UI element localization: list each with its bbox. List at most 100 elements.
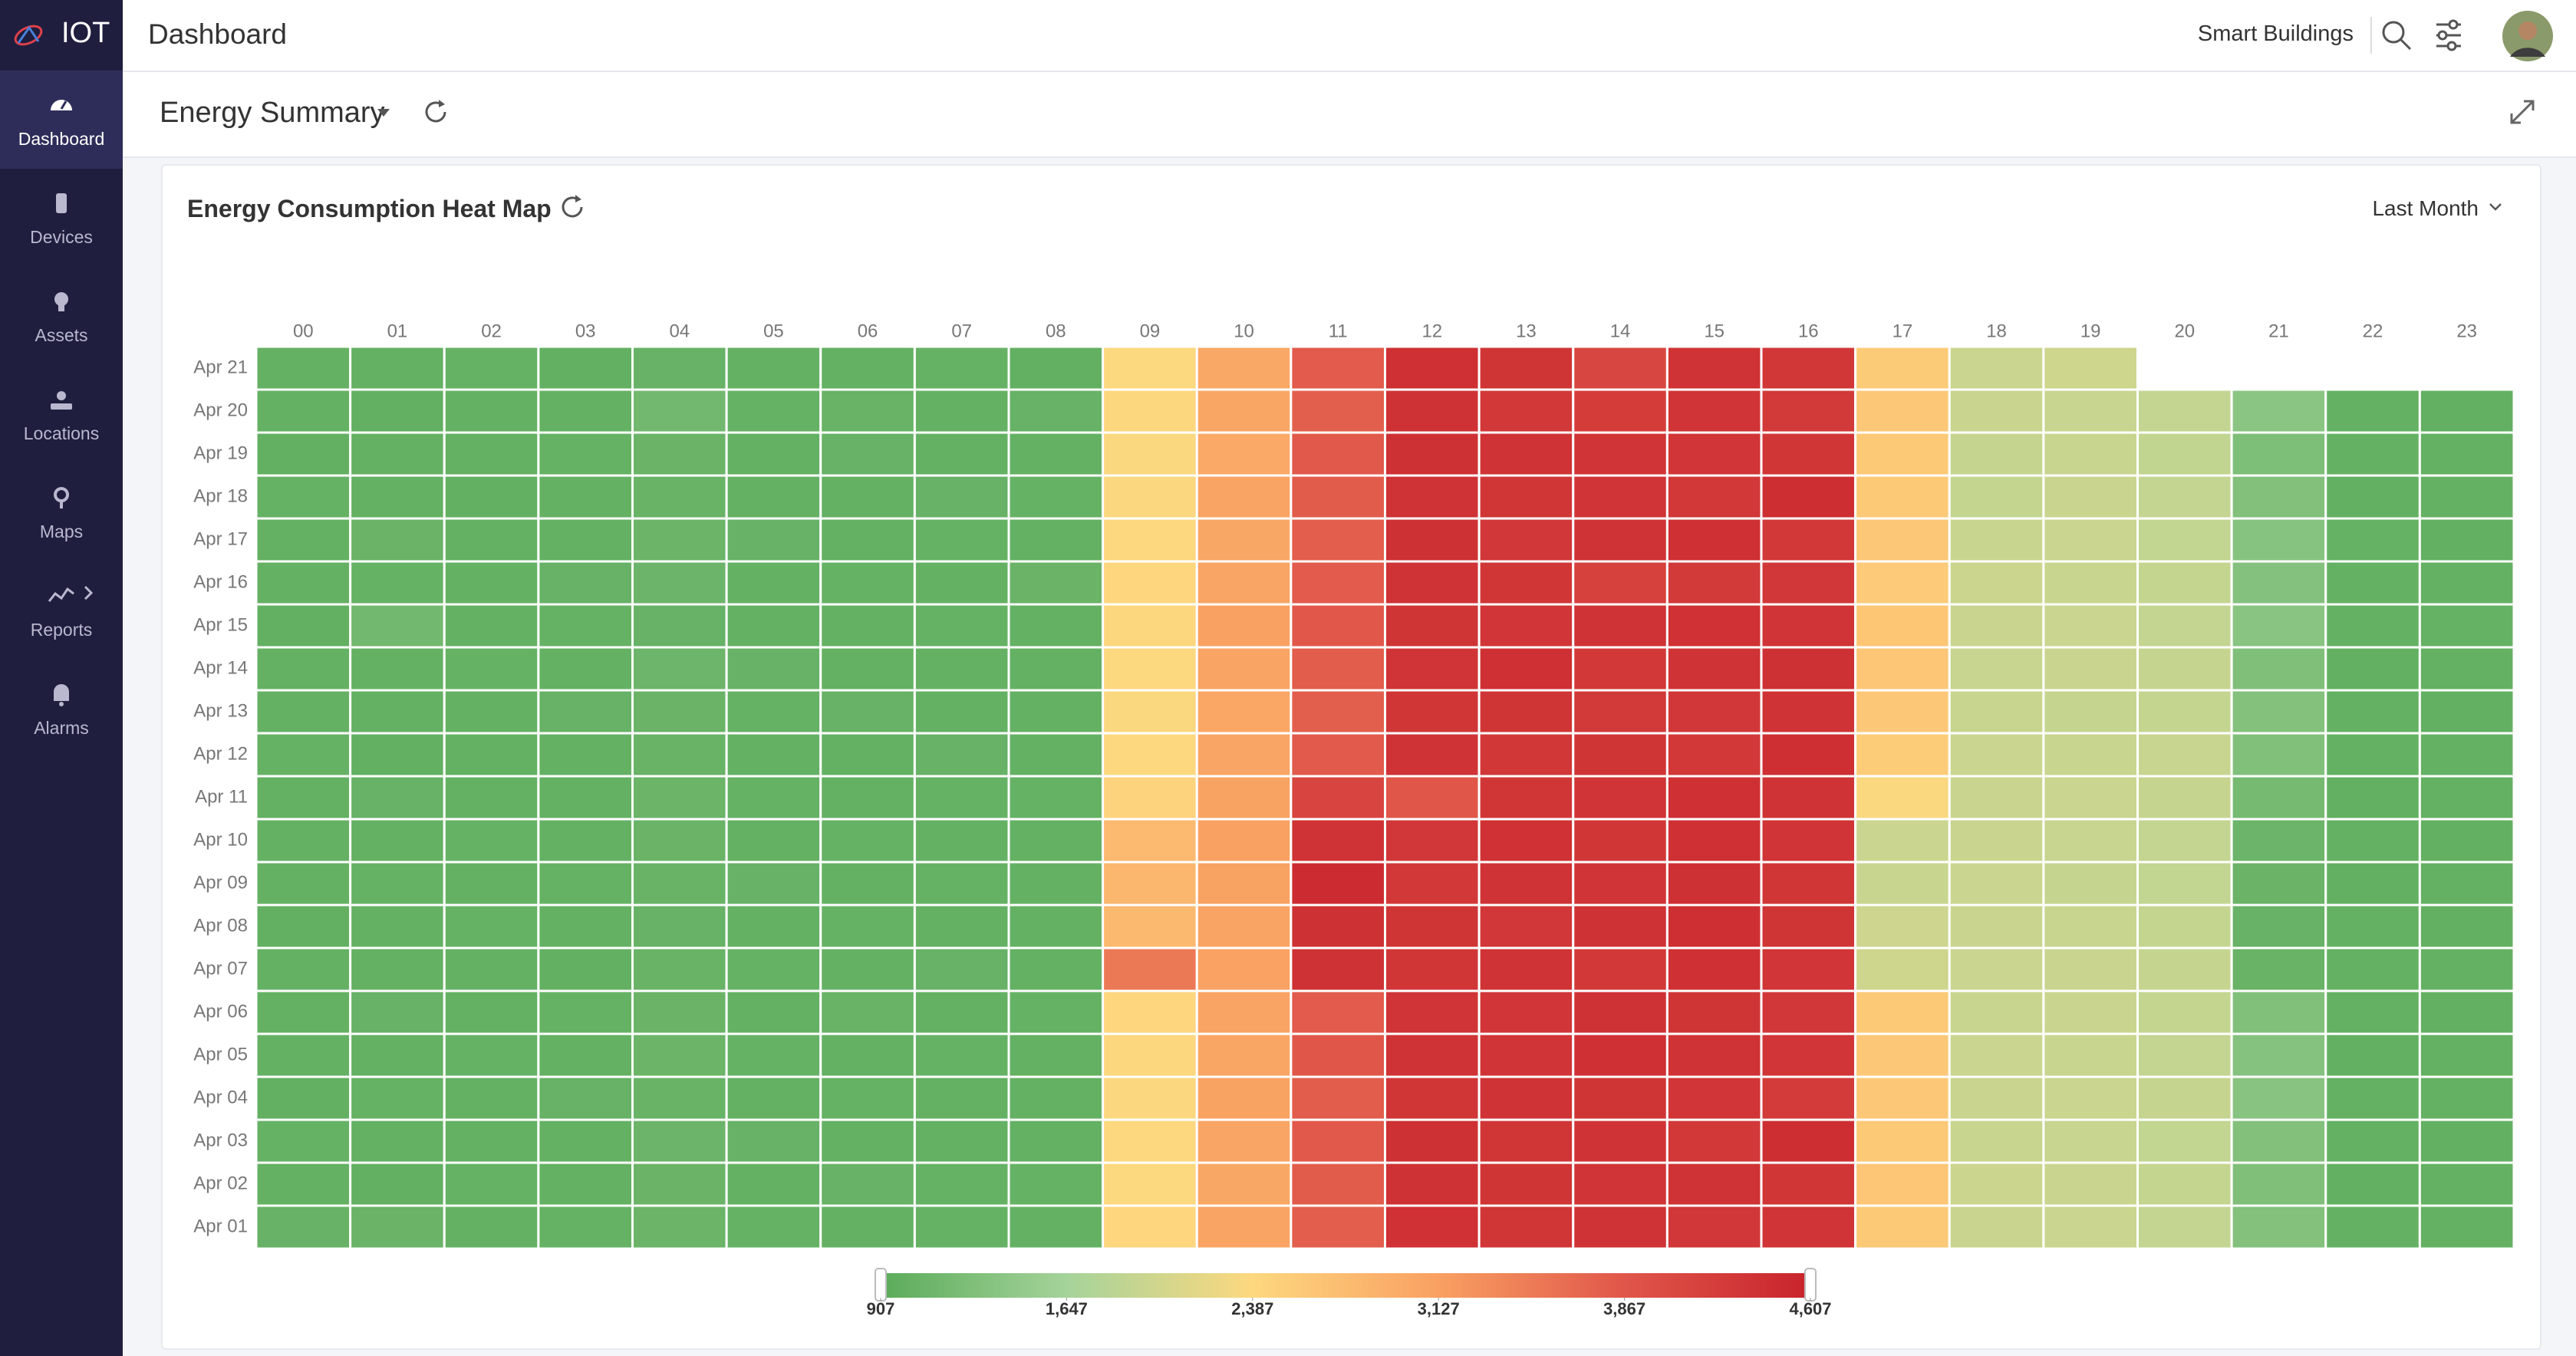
heat-cell [819,431,916,477]
heat-cell [2324,1161,2421,1207]
heat-cell [819,646,916,692]
heat-cell [1007,775,1105,821]
search-icon[interactable] [2380,18,2413,52]
heat-cell [2230,517,2327,563]
heat-cell [1007,388,1105,434]
y-tick-label: Apr 03 [193,1130,248,1150]
heat-cell [1384,861,1481,907]
x-tick-label: 05 [763,321,784,341]
heat-cell [349,775,446,821]
heat-cell [1195,989,1293,1035]
heat-cell [1854,603,1951,649]
time-filter[interactable]: Last Month [2372,196,2479,220]
heat-cell [537,388,634,434]
heat-cell [2042,1161,2139,1207]
nav-item[interactable]: Dashboard [0,71,123,169]
heat-cell [2042,903,2139,950]
heat-cell [255,775,352,821]
heat-cell [819,946,916,992]
dropdown-caret[interactable] [376,107,391,118]
brand[interactable]: IOT [0,0,123,71]
heat-cell [2418,517,2515,563]
nav-item[interactable]: Alarms [0,660,123,758]
heat-cell [2042,431,2139,477]
nav-label: Alarms [34,718,89,738]
avatar[interactable] [2501,9,2555,63]
heat-cell [1477,946,1575,992]
x-tick-label: 10 [1234,321,1254,341]
heat-cell [1948,517,2045,563]
nav-item[interactable]: Assets [0,267,123,365]
heat-cell [443,1032,540,1078]
heat-cell [443,1075,540,1121]
heat-cell [2418,603,2515,649]
heat-cell [1290,388,1386,434]
x-tick-label: 04 [669,321,690,341]
heat-cell [2230,946,2327,992]
heat-cell [1102,1118,1198,1164]
heat-cell [2324,946,2421,992]
heat-cell [1572,431,1668,477]
x-tick-label: 15 [1704,321,1724,341]
heat-cell [819,474,916,520]
heat-cell [1760,861,1857,907]
nav-item[interactable]: Maps [0,463,123,561]
heat-cell [443,946,540,992]
heat-cell [1854,474,1951,520]
nav-item[interactable]: Locations [0,365,123,463]
heat-cell [255,1204,352,1250]
y-tick-label: Apr 05 [193,1044,248,1065]
heat-cell [631,560,728,606]
y-tick-label: Apr 16 [193,571,248,592]
x-tick-label: 13 [1516,321,1537,341]
heat-cell [1572,903,1668,950]
heat-cell [349,818,446,864]
expand-icon[interactable] [2508,98,2536,126]
heat-cell [1854,818,1951,864]
heat-cell [537,646,634,692]
heat-cell [1007,560,1105,606]
heat-cell [349,732,446,778]
heat-cell [2136,989,2233,1035]
heat-cell [1760,517,1857,563]
heat-cell [725,775,822,821]
heat-cell [1854,560,1951,606]
heat-cell [819,1075,916,1121]
workspace[interactable]: Smart Buildings [2197,21,2354,46]
heat-cell [1854,732,1951,778]
heat-cell [1760,474,1857,520]
heat-cell [631,861,728,907]
heat-cell [1760,818,1857,864]
heat-cell [2418,818,2515,864]
heat-cell [631,946,728,992]
heat-cell [819,818,916,864]
heat-cell [2418,474,2515,520]
heat-cell [1290,1204,1386,1250]
heat-cell [2324,775,2421,821]
heat-cell [1290,775,1386,821]
nav-item[interactable]: Reports [0,561,123,660]
heat-cell [1948,861,2045,907]
heat-cell [725,1075,822,1121]
heat-cell [1384,388,1481,434]
heat-cell [443,431,540,477]
settings-icon[interactable] [2433,18,2464,52]
heat-cell [631,903,728,950]
refresh-icon[interactable] [420,97,451,127]
heat-cell [1007,345,1105,391]
heat-cell [631,345,728,391]
heat-cell [2042,775,2139,821]
heat-cell [1007,1161,1105,1207]
refresh-icon[interactable] [557,192,588,222]
heat-cell [1102,474,1198,520]
heat-cell [1102,1075,1198,1121]
heat-cell [2324,903,2421,950]
nav-item[interactable]: Devices [0,169,123,267]
heat-cell [1102,1032,1198,1078]
filter-chevron[interactable] [2488,201,2503,213]
dashboard-title[interactable]: Energy Summary [160,97,385,129]
heat-cell [1665,603,1763,649]
heat-cell [255,345,352,391]
heat-cell [2230,474,2327,520]
heat-cell [1007,474,1105,520]
